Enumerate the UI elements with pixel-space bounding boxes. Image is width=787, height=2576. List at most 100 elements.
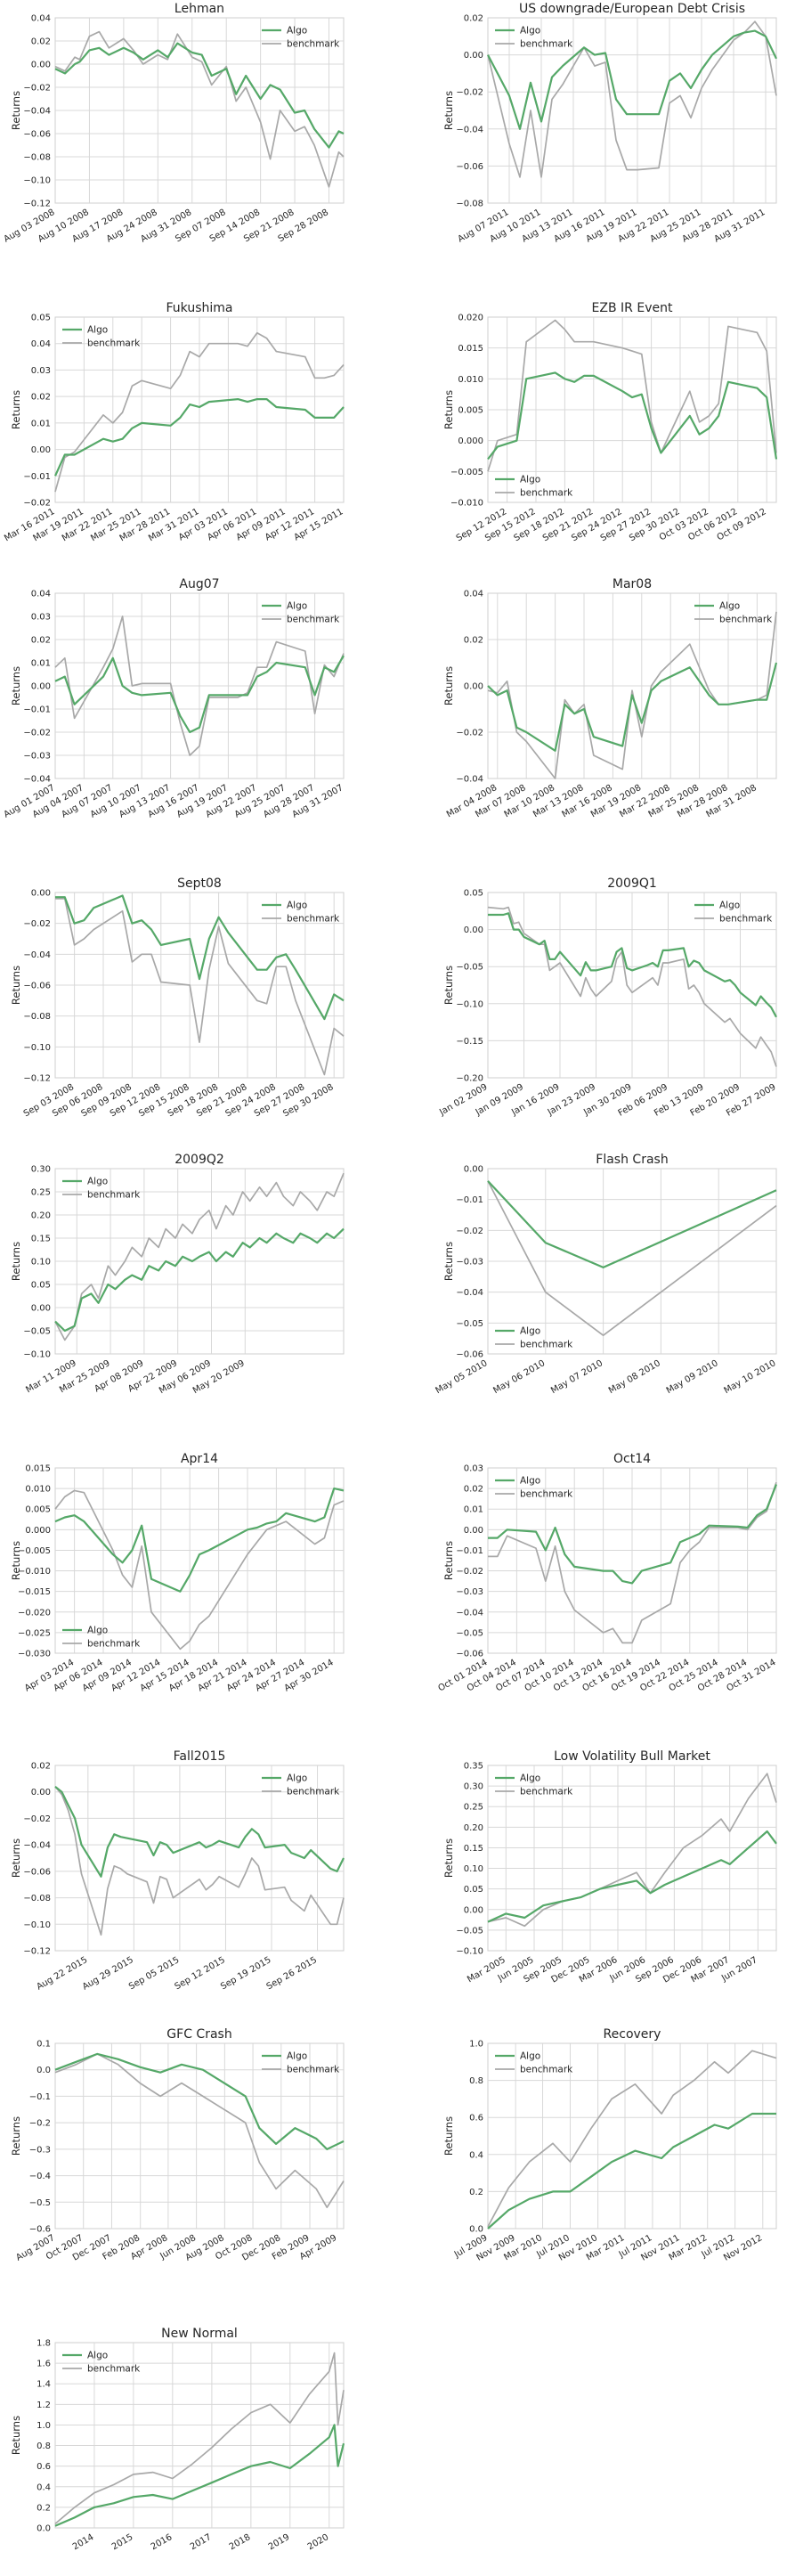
y-tick-label: −0.030 bbox=[18, 1650, 51, 1659]
y-tick-label: 0.05 bbox=[31, 314, 51, 323]
y-tick-label: 0.02 bbox=[31, 393, 51, 403]
y-tick-label: −0.12 bbox=[23, 1947, 51, 1957]
y-tick-label: 0.2 bbox=[469, 2188, 483, 2197]
legend-label: Algo bbox=[287, 1773, 307, 1784]
y-tick-label: 0.05 bbox=[464, 889, 483, 899]
subplot-9: 0.300.250.200.150.100.050.00−0.05−0.10Ma… bbox=[10, 1153, 344, 1396]
y-tick-label: 0.00 bbox=[31, 445, 51, 455]
y-tick-label: 0.00 bbox=[464, 1165, 483, 1175]
y-tick-label: 0.01 bbox=[464, 1505, 483, 1515]
y-tick-label: 1.6 bbox=[37, 2360, 51, 2369]
y-tick-label: −0.005 bbox=[450, 468, 483, 477]
y-tick-label: −0.1 bbox=[29, 2092, 51, 2102]
y-tick-label: −0.04 bbox=[456, 1288, 483, 1298]
y-tick-label: −0.08 bbox=[23, 1012, 51, 1022]
y-tick-label: 1.2 bbox=[37, 2401, 51, 2410]
chart-title: Apr14 bbox=[181, 1452, 218, 1466]
y-tick-label: 0.8 bbox=[469, 2076, 483, 2086]
legend-label: Algo bbox=[719, 601, 740, 612]
y-axis-label: Returns bbox=[10, 666, 22, 705]
legend-label: Algo bbox=[87, 1177, 108, 1187]
y-tick-label: 0.02 bbox=[31, 1762, 51, 1772]
y-tick-label: 0.8 bbox=[37, 2441, 51, 2451]
y-tick-label: −0.08 bbox=[23, 1894, 51, 1903]
x-tick-label: Sep 30 2008 bbox=[281, 1082, 335, 1119]
chart-title: Fall2015 bbox=[174, 1749, 226, 1764]
y-tick-label: 0.20 bbox=[464, 1823, 483, 1833]
y-tick-label: −0.03 bbox=[456, 1258, 483, 1268]
legend-label: benchmark bbox=[87, 338, 141, 349]
x-tick-label: Aug 22 2015 bbox=[35, 1955, 89, 1993]
y-tick-label: −0.06 bbox=[456, 1350, 483, 1360]
y-tick-label: −0.010 bbox=[18, 1567, 51, 1577]
x-tick-label: May 09 2010 bbox=[665, 1358, 720, 1396]
y-tick-label: 0.04 bbox=[31, 590, 51, 599]
y-axis-label: Returns bbox=[10, 2116, 22, 2156]
y-tick-label: −0.5 bbox=[29, 2198, 51, 2208]
legend-label: Algo bbox=[287, 601, 307, 612]
y-tick-label: 1.0 bbox=[37, 2421, 51, 2431]
y-tick-label: 1.4 bbox=[37, 2380, 51, 2390]
y-tick-label: −0.04 bbox=[456, 1608, 483, 1618]
y-tick-label: −0.4 bbox=[29, 2172, 51, 2181]
legend-label: benchmark bbox=[87, 2364, 141, 2375]
y-tick-label: 0.005 bbox=[25, 1505, 51, 1515]
y-tick-label: −0.02 bbox=[23, 499, 51, 509]
y-tick-label: 0.02 bbox=[31, 636, 51, 646]
y-tick-label: 0.0 bbox=[37, 2524, 51, 2534]
x-tick-label: 2015 bbox=[110, 2532, 135, 2552]
y-tick-label: −0.04 bbox=[23, 775, 51, 785]
y-tick-label: 0.00 bbox=[31, 61, 51, 70]
legend-label: Algo bbox=[520, 1773, 540, 1784]
y-tick-label: 0.03 bbox=[31, 366, 51, 376]
x-tick-label: 2018 bbox=[228, 2532, 253, 2552]
y-tick-label: −0.12 bbox=[23, 200, 51, 209]
chart-title: Oct14 bbox=[613, 1452, 651, 1466]
y-tick-label: 0.04 bbox=[31, 14, 51, 24]
y-tick-label: −0.04 bbox=[456, 125, 483, 135]
y-tick-label: 0.00 bbox=[31, 889, 51, 899]
y-axis-label: Returns bbox=[442, 1242, 455, 1281]
y-tick-label: 0.03 bbox=[31, 613, 51, 623]
y-tick-label: 0.4 bbox=[469, 2150, 483, 2160]
legend-label: benchmark bbox=[520, 1787, 573, 1797]
y-tick-label: −0.6 bbox=[29, 2225, 51, 2235]
x-tick-label: 2020 bbox=[306, 2532, 331, 2552]
subplot-2: 0.020.00−0.02−0.04−0.06−0.08Aug 07 2011A… bbox=[442, 2, 776, 245]
y-tick-label: 0.2 bbox=[37, 2503, 51, 2513]
x-tick-label: Mar 31 2008 bbox=[704, 783, 758, 819]
subplot-11: 0.0150.0100.0050.000−0.005−0.010−0.015−0… bbox=[10, 1452, 344, 1694]
y-tick-label: 0.30 bbox=[31, 1165, 51, 1175]
chart-title: Sept08 bbox=[177, 876, 222, 891]
y-tick-label: 0.05 bbox=[31, 1281, 51, 1291]
subplot-5: 0.04 0.03 0.02 0.01 0.00 −0.01 −0.02 −0.03 −0.04… bbox=[3, 577, 345, 820]
y-tick-label: −0.15 bbox=[456, 1037, 483, 1047]
x-tick-label: Aug 31 2007 bbox=[291, 783, 345, 820]
y-tick-label: 0.02 bbox=[464, 1485, 483, 1495]
subplot-14: 0.350.300.250.200.150.100.050.00−0.05−0.… bbox=[442, 1749, 776, 1985]
x-tick-label: May 08 2010 bbox=[607, 1358, 662, 1396]
legend-label: Algo bbox=[520, 26, 540, 37]
y-tick-label: −0.02 bbox=[23, 1814, 51, 1824]
y-axis-label: Returns bbox=[442, 2116, 455, 2156]
y-tick-label: 0.015 bbox=[458, 344, 483, 354]
y-tick-label: −0.2 bbox=[29, 2119, 51, 2129]
chart-title: Lehman bbox=[174, 2, 224, 16]
y-tick-label: −0.3 bbox=[29, 2145, 51, 2155]
y-tick-label: −0.010 bbox=[450, 499, 483, 509]
y-tick-label: 0.25 bbox=[31, 1188, 51, 1198]
legend-label: Algo bbox=[520, 1476, 540, 1487]
y-tick-label: 0.10 bbox=[31, 1258, 51, 1268]
y-tick-label: 0.15 bbox=[31, 1235, 51, 1244]
y-tick-label: −0.02 bbox=[23, 84, 51, 94]
legend-label: benchmark bbox=[87, 1190, 141, 1201]
legend-label: Algo bbox=[87, 1626, 108, 1636]
y-tick-label: −0.04 bbox=[456, 775, 483, 785]
y-tick-label: −0.20 bbox=[456, 1074, 483, 1084]
y-tick-label: 0.02 bbox=[464, 14, 483, 24]
y-tick-label: −0.020 bbox=[18, 1608, 51, 1618]
y-tick-label: 0.6 bbox=[37, 2462, 51, 2472]
y-tick-label: −0.08 bbox=[456, 200, 483, 209]
chart-title: Fukushima bbox=[166, 301, 233, 315]
y-tick-label: 0.010 bbox=[458, 375, 483, 385]
